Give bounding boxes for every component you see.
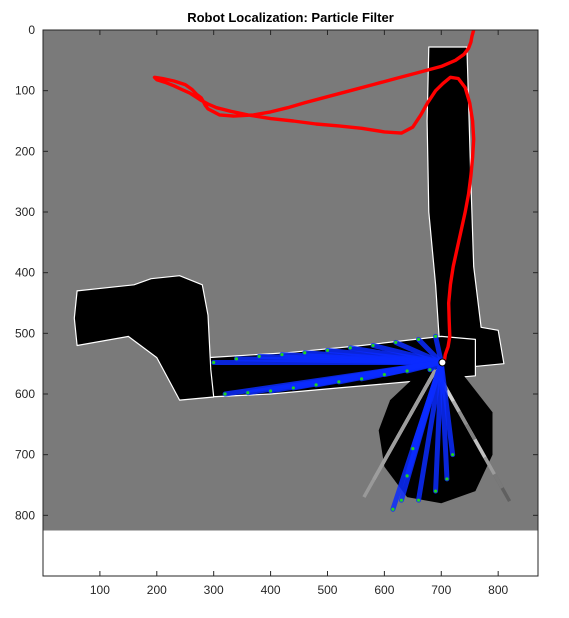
x-tick-label: 100 xyxy=(90,583,110,597)
laser-hit xyxy=(234,357,239,361)
x-tick-label: 200 xyxy=(147,583,167,597)
x-tick-label: 300 xyxy=(204,583,224,597)
laser-hit xyxy=(348,346,352,350)
laser-hit xyxy=(257,354,261,358)
axes-frame xyxy=(42,29,539,577)
chart-title: Robot Localization: Particle Filter xyxy=(187,10,394,25)
laser-ray xyxy=(390,359,444,512)
laser-hit xyxy=(416,498,421,502)
laser-hit xyxy=(314,383,318,387)
laser-ray xyxy=(393,339,444,365)
laser-hit xyxy=(371,343,375,348)
laser-hit xyxy=(268,389,273,393)
laser-hit xyxy=(212,360,216,365)
laser-ray xyxy=(416,359,444,503)
laser-hit xyxy=(433,334,438,338)
laser-ray xyxy=(222,359,444,397)
laser-hit xyxy=(325,348,330,352)
laser-hit xyxy=(416,337,421,341)
laser-hit xyxy=(246,391,250,395)
laser-ray xyxy=(438,359,456,458)
x-tick-label: 400 xyxy=(261,583,281,597)
y-tick-label: 400 xyxy=(15,266,35,280)
fan-ray xyxy=(362,368,438,498)
laser-hit xyxy=(405,474,409,478)
y-tick-label: 600 xyxy=(15,387,35,401)
x-tick-label: 800 xyxy=(488,583,508,597)
laser-rays xyxy=(211,333,456,512)
laser-hit xyxy=(280,352,284,357)
x-tick-label: 500 xyxy=(317,583,337,597)
laser-ray xyxy=(416,336,444,365)
y-tick-label: 700 xyxy=(15,448,35,462)
laser-hit xyxy=(303,351,307,355)
x-axis: 100 200 300 400 500 600 700 800 xyxy=(90,30,509,597)
trajectory-line xyxy=(152,30,476,365)
laser-hit xyxy=(399,498,404,502)
laser-hit xyxy=(433,489,438,493)
laser-hit xyxy=(360,377,364,381)
laser-hit xyxy=(405,369,409,373)
laser-hit xyxy=(223,392,227,396)
laser-hit xyxy=(411,447,415,451)
laser-hit xyxy=(382,372,386,377)
y-tick-label: 0 xyxy=(28,23,35,37)
x-tick-label: 700 xyxy=(431,583,451,597)
laser-hit xyxy=(391,507,395,511)
y-tick-label: 100 xyxy=(15,84,35,98)
robot-pose xyxy=(438,358,447,367)
laser-hit xyxy=(445,477,449,481)
y-tick-label: 300 xyxy=(15,205,35,219)
laser-ray xyxy=(433,333,444,365)
laser-hit xyxy=(337,380,341,384)
y-axis: 0 100 200 300 400 500 600 700 800 xyxy=(15,23,538,522)
plot-area xyxy=(43,30,538,531)
y-tick-label: 500 xyxy=(15,326,35,340)
robot-pose-marker xyxy=(438,358,447,367)
laser-hit xyxy=(428,368,432,372)
y-tick-label: 200 xyxy=(15,144,35,158)
laser-hits xyxy=(212,334,455,511)
trajectory xyxy=(152,30,476,365)
x-tick-label: 600 xyxy=(374,583,394,597)
laser-hit xyxy=(394,340,398,345)
y-tick-label: 800 xyxy=(15,508,35,522)
free-space-west-room xyxy=(73,275,215,401)
laser-hit xyxy=(291,386,295,390)
laser-hit xyxy=(451,453,455,457)
